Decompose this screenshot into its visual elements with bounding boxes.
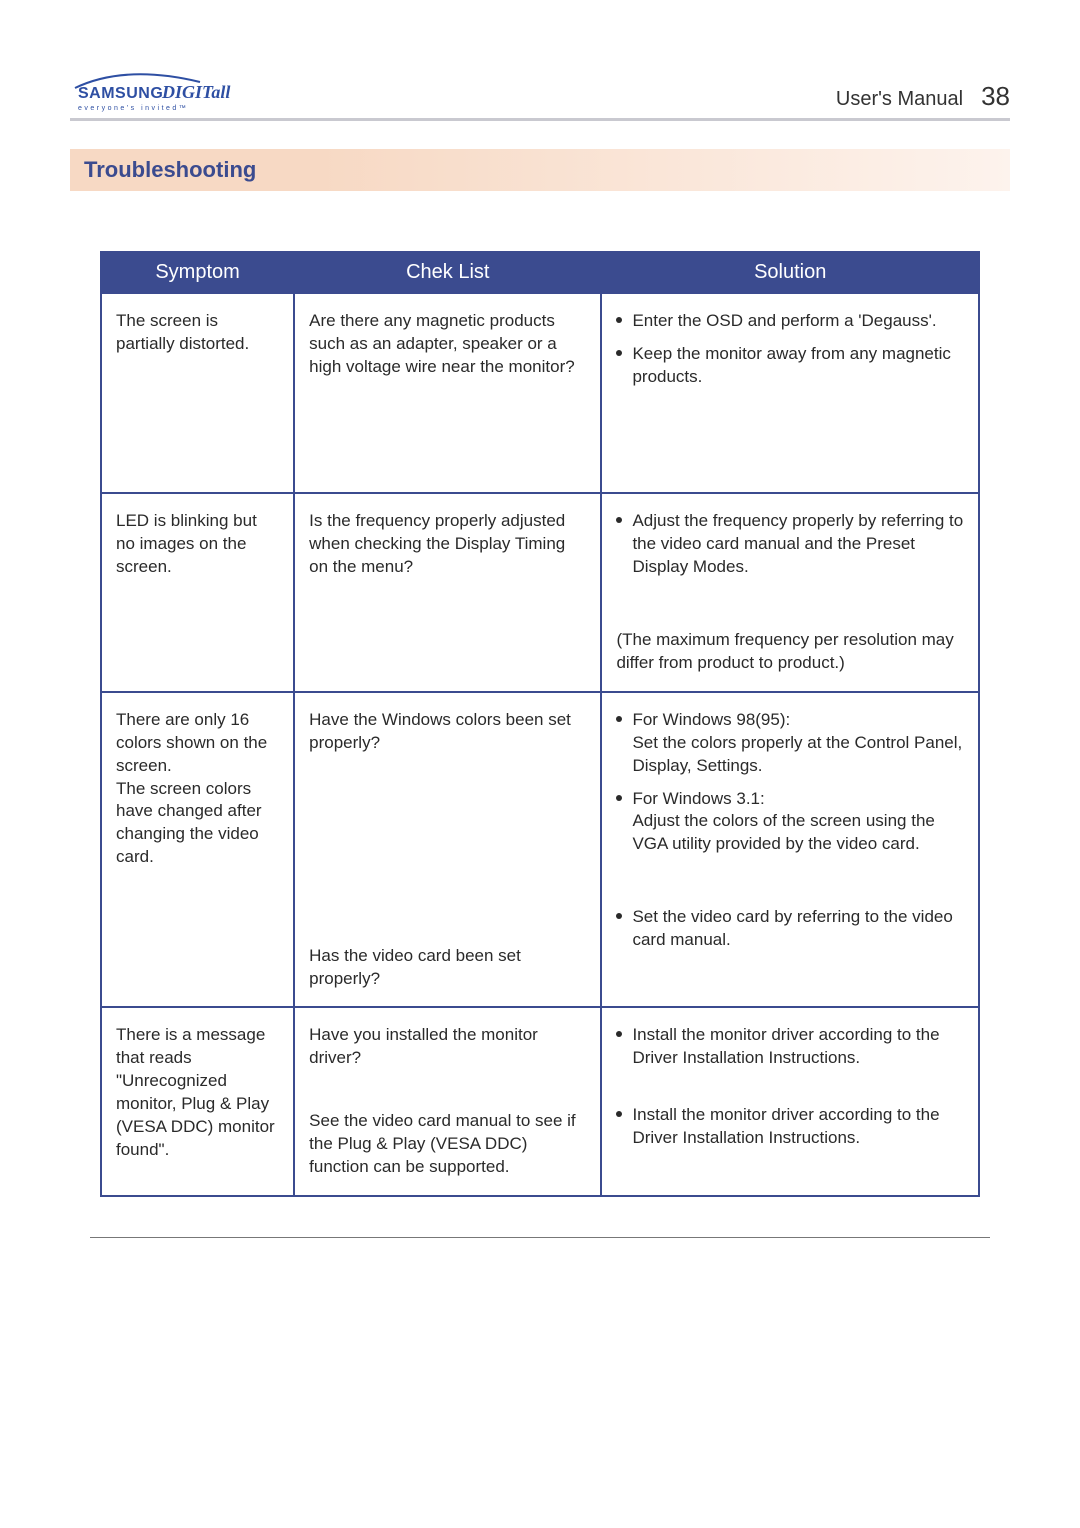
header-solution: Solution [601,252,979,293]
svg-text:DIGITall: DIGITall [161,82,230,102]
solution-item: Set the video card by referring to the v… [616,906,964,952]
title-gradient [320,149,1010,191]
solution-item: Keep the monitor away from any magnetic … [616,343,964,389]
samsung-digitall-logo: SAMSUNG DIGITall everyone's invited™ [70,70,240,112]
section-title: Troubleshooting [70,149,320,191]
solution-item: Install the monitor driver according to … [616,1024,964,1070]
checklist-cell: Are there any magnetic products such as … [294,293,601,493]
table-row: There are only 16 colors shown on the sc… [101,692,979,1008]
checklist-cell: Is the frequency properly adjusted when … [294,493,601,692]
solution-cell: Adjust the frequency properly by referri… [601,493,979,692]
solution-item: Adjust the frequency properly by referri… [616,510,964,579]
symptom-cell: The screen is partially distorted. [101,293,294,493]
solution-item: For Windows 98(95): Set the colors prope… [616,709,964,778]
header-checklist: Chek List [294,252,601,293]
page-header: SAMSUNG DIGITall everyone's invited™ Use… [70,70,1010,121]
symptom-cell: There are only 16 colors shown on the sc… [101,692,294,1008]
table-row: The screen is partially distorted. Are t… [101,293,979,493]
symptom-cell: There is a message that reads "Unrecogni… [101,1007,294,1196]
checklist-cell: Have the Windows colors been set properl… [294,692,601,1008]
checklist-text: Has the video card been set properly? [309,945,586,991]
manual-text: User's Manual [836,88,963,111]
troubleshooting-table: Symptom Chek List Solution The screen is… [100,251,980,1197]
checklist-text: See the video card manual to see if the … [309,1110,586,1179]
svg-text:everyone's invited™: everyone's invited™ [78,105,188,112]
solution-note: (The maximum frequency per resolution ma… [616,629,964,675]
table-row: There is a message that reads "Unrecogni… [101,1007,979,1196]
svg-text:SAMSUNG: SAMSUNG [78,85,163,102]
footer-divider [90,1237,990,1238]
checklist-text: Have you installed the monitor driver? [309,1024,586,1070]
table-header-row: Symptom Chek List Solution [101,252,979,293]
page-number: 38 [981,81,1010,112]
solution-item: Enter the OSD and perform a 'Degauss'. [616,310,964,333]
solution-cell: For Windows 98(95): Set the colors prope… [601,692,979,1008]
page-container: SAMSUNG DIGITall everyone's invited™ Use… [0,0,1080,1278]
section-title-bar: Troubleshooting [70,149,1010,191]
checklist-cell: Have you installed the monitor driver? S… [294,1007,601,1196]
table-row: LED is blinking but no images on the scr… [101,493,979,692]
header-symptom: Symptom [101,252,294,293]
solution-item: For Windows 3.1: Adjust the colors of th… [616,788,964,857]
manual-label: User's Manual 38 [836,81,1010,112]
solution-item: Install the monitor driver according to … [616,1104,964,1150]
solution-cell: Install the monitor driver according to … [601,1007,979,1196]
symptom-cell: LED is blinking but no images on the scr… [101,493,294,692]
solution-cell: Enter the OSD and perform a 'Degauss'. K… [601,293,979,493]
checklist-text: Have the Windows colors been set properl… [309,709,586,755]
